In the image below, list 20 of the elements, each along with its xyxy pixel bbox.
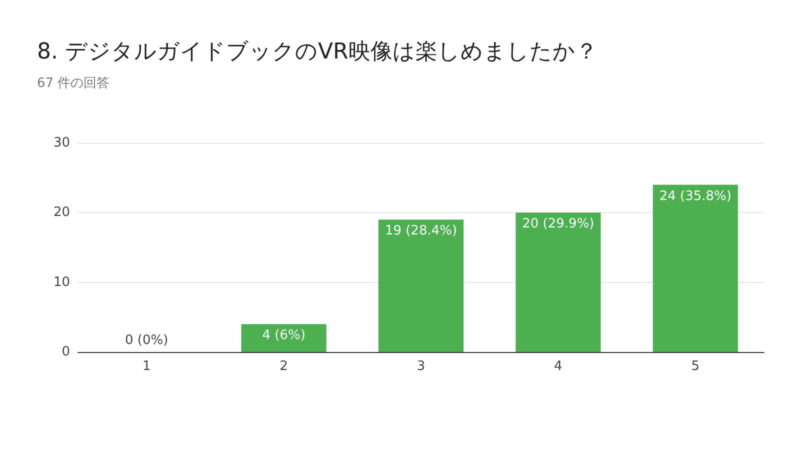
bar [516, 212, 601, 352]
x-tick-label: 1 [142, 359, 151, 374]
x-tick-label: 3 [416, 359, 426, 374]
bar [652, 184, 738, 352]
x-tick-label: 5 [691, 359, 700, 374]
data-label: 0 (0%) [125, 333, 168, 348]
x-tick-label: 2 [280, 359, 288, 374]
data-label: 24 (35.8%) [659, 188, 732, 204]
y-tick-label: 30 [53, 136, 70, 150]
chart-subtitle: 67 件の回答 [37, 76, 110, 91]
x-tick-label: 4 [554, 359, 562, 374]
data-label: 4 (6%) [262, 328, 306, 344]
bar [378, 220, 464, 352]
bar [241, 324, 326, 352]
data-label: 20 (29.9%) [522, 216, 594, 232]
chart-title: 8. デジタルガイドブックのVR映像は楽しめましたか？ [37, 40, 598, 64]
data-label: 19 (28.4%) [384, 224, 458, 239]
y-tick-label: 0 [62, 344, 70, 360]
y-tick-label: 10 [53, 274, 70, 290]
y-tick-label: 20 [53, 205, 70, 220]
